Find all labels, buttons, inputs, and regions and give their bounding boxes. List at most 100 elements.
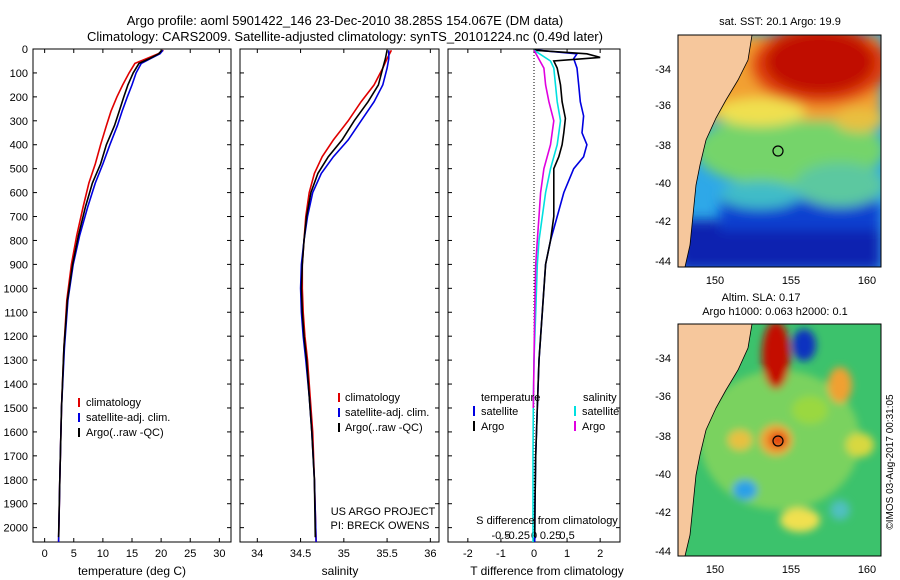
xtick-label: 25 xyxy=(184,548,196,560)
ytick-label: 300 xyxy=(10,116,28,128)
ytick-label: 600 xyxy=(10,188,28,200)
legend-satellite: satellite-adj. clim. xyxy=(345,407,429,419)
xtick: 155 xyxy=(782,275,800,287)
sla-title-2: Argo h1000: 0.063 h2000: 0.1 xyxy=(702,306,848,318)
xtick-label: -2 xyxy=(463,548,473,560)
sst-frame xyxy=(677,34,882,268)
series-climatology xyxy=(57,49,164,542)
ytick: -36 xyxy=(655,100,671,112)
ytick: -40 xyxy=(655,469,671,481)
xtick-label: 15 xyxy=(126,548,138,560)
legend-t-satellite: satellite xyxy=(481,406,518,418)
ytick-label: 1000 xyxy=(4,283,28,295)
sla-x-ticks: 150 155 160 xyxy=(706,564,876,576)
temperature-ticks: 0 5 10 15 20 25 30 xyxy=(42,49,225,560)
ytick: -34 xyxy=(655,64,671,76)
legend-t-argo: Argo xyxy=(481,421,504,433)
depth-ticks: 0 100 200 300 400 500 600 700 800 900 1000 1100 1200… xyxy=(4,44,620,535)
legend-satellite: satellite-adj. clim. xyxy=(86,412,170,424)
salinity-frame xyxy=(239,48,440,543)
sst-x-ticks: 150 155 160 xyxy=(706,275,876,287)
xtick-label: 35.5 xyxy=(376,548,397,560)
ytick-label: 800 xyxy=(10,235,28,247)
s-xtick-label: -0.5 xyxy=(491,530,510,542)
ytick-label: 1700 xyxy=(4,451,28,463)
ytick-label: 1100 xyxy=(4,307,28,319)
xtick-label: 5 xyxy=(71,548,77,560)
legend-salinity-header: salinity xyxy=(583,392,617,404)
xtick-label: 0 xyxy=(531,548,537,560)
sst-y-ticks: -34 -36 -38 -40 -42 -44 xyxy=(655,64,671,268)
temperature-legend: climatology satellite-adj. clim. Argo(..… xyxy=(78,397,170,439)
ytick-label: 0 xyxy=(22,44,28,56)
salinity-lines xyxy=(299,49,393,542)
series-argo xyxy=(300,50,388,538)
salinity-panel: 34 34.5 35 35.5 36 salinity climatology sate… xyxy=(239,48,440,578)
legend-climatology: climatology xyxy=(86,397,142,409)
xtick: 150 xyxy=(706,275,724,287)
float-marker xyxy=(772,435,784,447)
ytick-label: 1400 xyxy=(4,379,28,391)
xtick: 160 xyxy=(858,564,876,576)
legend-s-satellite: satellite xyxy=(582,406,619,418)
s-difference-label: S difference from climatology xyxy=(476,515,618,527)
ytick: -36 xyxy=(655,391,671,403)
ytick-label: 1200 xyxy=(4,331,28,343)
xtick: 160 xyxy=(858,275,876,287)
xtick-label: 10 xyxy=(97,548,109,560)
ytick: -44 xyxy=(655,256,671,268)
ytick-label: 900 xyxy=(10,259,28,271)
ytick: -44 xyxy=(655,546,671,558)
series-argo xyxy=(533,49,601,538)
imos-credit: ©IMOS 03-Aug-2017 00:31:05 xyxy=(885,394,896,530)
ytick-label: 700 xyxy=(10,212,28,224)
ytick-label: 1900 xyxy=(4,499,28,511)
xtick-label: 1 xyxy=(564,548,570,560)
ytick: -42 xyxy=(655,507,671,519)
series-sat_s xyxy=(532,49,562,542)
xtick-label: 34 xyxy=(251,548,263,560)
xtick: 150 xyxy=(706,564,724,576)
xtick-label: 36 xyxy=(424,548,436,560)
temperature-xlabel: temperature (deg C) xyxy=(78,564,186,578)
ytick-label: 400 xyxy=(10,140,28,152)
sla-title-1: Altim. SLA: 0.17 xyxy=(722,292,801,304)
legend-argo: Argo(..raw -QC) xyxy=(345,422,423,434)
xtick: 155 xyxy=(782,564,800,576)
s-xtick-label: 0.25 xyxy=(540,530,561,542)
ytick-label: 200 xyxy=(10,92,28,104)
difference-lines xyxy=(532,49,601,542)
ytick-label: 500 xyxy=(10,164,28,176)
ytick-label: 1600 xyxy=(4,427,28,439)
difference-xlabel: T difference from climatology xyxy=(470,564,624,578)
legend-argo: Argo(..raw -QC) xyxy=(86,427,164,439)
project-annotation: US ARGO PROJECT xyxy=(331,506,436,518)
sla-field xyxy=(678,324,881,556)
ytick: -38 xyxy=(655,431,671,443)
sla-map: Altim. SLA: 0.17 Argo h1000: 0.063 h2000… xyxy=(655,292,882,576)
xtick-label: 20 xyxy=(155,548,167,560)
pi-annotation: PI: BRECK OWENS xyxy=(330,520,429,532)
s-xtick-label: 0.5 xyxy=(559,530,574,542)
difference-legend: temperature salinity satellite Argo sate… xyxy=(473,392,619,433)
ytick-label: 2000 xyxy=(4,523,28,535)
ytick-label: 1800 xyxy=(4,475,28,487)
sst-title: sat. SST: 20.1 Argo: 19.9 xyxy=(719,16,841,28)
ytick: -38 xyxy=(655,140,671,152)
temperature-frame xyxy=(32,48,232,543)
temperature-panel: 0100200300400500600700800900100011001200… xyxy=(4,44,620,578)
salinity-ticks: 34 34.5 35 35.5 36 xyxy=(251,49,436,560)
legend-climatology: climatology xyxy=(345,392,401,404)
salinity-legend: climatology satellite-adj. clim. Argo(..… xyxy=(338,392,429,434)
float-marker xyxy=(772,145,784,157)
series-satellite xyxy=(57,49,164,542)
series-argo xyxy=(57,49,163,538)
sla-y-ticks: -34 -36 -38 -40 -42 -44 xyxy=(655,353,671,558)
title-line-1: Argo profile: aoml 5901422_146 23-Dec-20… xyxy=(127,13,564,28)
sst-field xyxy=(678,35,881,267)
ytick-label: 100 xyxy=(10,68,28,80)
legend-s-argo: Argo xyxy=(582,421,605,433)
series-argo_s xyxy=(532,49,555,409)
xtick-label: -1 xyxy=(496,548,506,560)
